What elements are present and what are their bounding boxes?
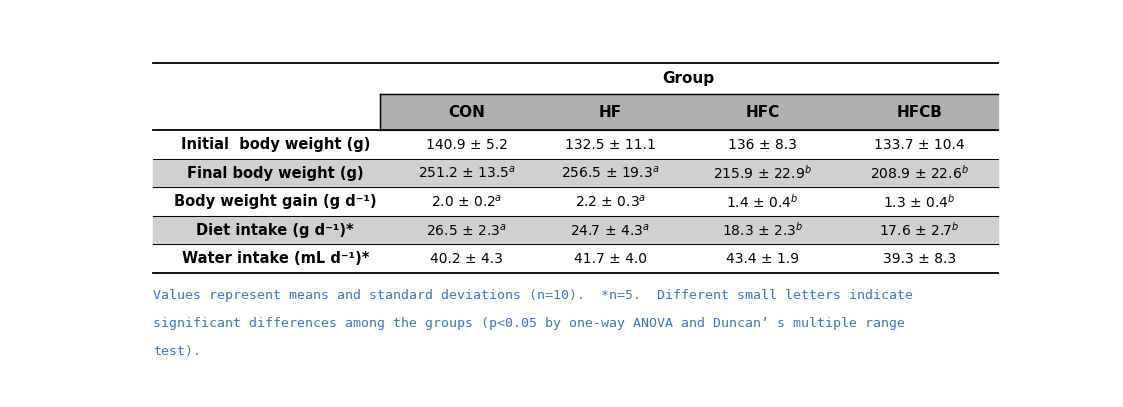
Text: significant differences among the groups (p<0.05 by one-way ANOVA and Duncan’ s : significant differences among the groups… bbox=[154, 317, 905, 330]
Text: Group: Group bbox=[663, 71, 714, 86]
Text: 17.6 ± 2.7$^{b}$: 17.6 ± 2.7$^{b}$ bbox=[879, 221, 959, 239]
Text: HFC: HFC bbox=[746, 105, 779, 120]
Text: 133.7 ± 10.4: 133.7 ± 10.4 bbox=[874, 138, 965, 151]
Text: 41.7 ± 4.0: 41.7 ± 4.0 bbox=[574, 252, 647, 266]
Text: Body weight gain (g d⁻¹): Body weight gain (g d⁻¹) bbox=[174, 194, 376, 209]
Text: Water intake (mL d⁻¹)*: Water intake (mL d⁻¹)* bbox=[182, 251, 369, 266]
Text: 2.0 ± 0.2$^{a}$: 2.0 ± 0.2$^{a}$ bbox=[431, 194, 502, 210]
Text: HFCB: HFCB bbox=[896, 105, 942, 120]
Text: 136 ± 8.3: 136 ± 8.3 bbox=[728, 138, 797, 151]
Text: Final body weight (g): Final body weight (g) bbox=[186, 166, 364, 181]
Text: 39.3 ± 8.3: 39.3 ± 8.3 bbox=[883, 252, 956, 266]
Bar bbox=[154, 159, 997, 187]
Text: 43.4 ± 1.9: 43.4 ± 1.9 bbox=[727, 252, 800, 266]
Bar bbox=[154, 216, 997, 244]
Text: 40.2 ± 4.3: 40.2 ± 4.3 bbox=[430, 252, 503, 266]
Text: Values represent means and standard deviations (n=10).  *n=5.  Different small l: Values represent means and standard devi… bbox=[154, 289, 913, 302]
Text: 18.3 ± 2.3$^{b}$: 18.3 ± 2.3$^{b}$ bbox=[722, 221, 803, 239]
Text: 215.9 ± 22.9$^{b}$: 215.9 ± 22.9$^{b}$ bbox=[713, 164, 812, 182]
Text: Initial  body weight (g): Initial body weight (g) bbox=[181, 137, 369, 152]
Text: 2.2 ± 0.3$^{a}$: 2.2 ± 0.3$^{a}$ bbox=[575, 194, 646, 210]
Text: 140.9 ± 5.2: 140.9 ± 5.2 bbox=[426, 138, 508, 151]
Text: test).: test). bbox=[154, 345, 201, 358]
Bar bbox=[380, 94, 997, 130]
Text: 132.5 ± 11.1: 132.5 ± 11.1 bbox=[565, 138, 656, 151]
Text: 26.5 ± 2.3$^{a}$: 26.5 ± 2.3$^{a}$ bbox=[427, 222, 508, 238]
Text: 208.9 ± 22.6$^{b}$: 208.9 ± 22.6$^{b}$ bbox=[870, 164, 969, 182]
Text: HF: HF bbox=[599, 105, 622, 120]
Text: 1.3 ± 0.4$^{b}$: 1.3 ± 0.4$^{b}$ bbox=[883, 193, 956, 210]
Text: CON: CON bbox=[448, 105, 485, 120]
Text: 1.4 ± 0.4$^{b}$: 1.4 ± 0.4$^{b}$ bbox=[727, 193, 798, 210]
Text: 24.7 ± 4.3$^{a}$: 24.7 ± 4.3$^{a}$ bbox=[570, 222, 650, 238]
Text: 256.5 ± 19.3$^{a}$: 256.5 ± 19.3$^{a}$ bbox=[562, 165, 659, 181]
Text: 251.2 ± 13.5$^{a}$: 251.2 ± 13.5$^{a}$ bbox=[418, 165, 515, 181]
Text: Diet intake (g d⁻¹)*: Diet intake (g d⁻¹)* bbox=[197, 223, 354, 238]
